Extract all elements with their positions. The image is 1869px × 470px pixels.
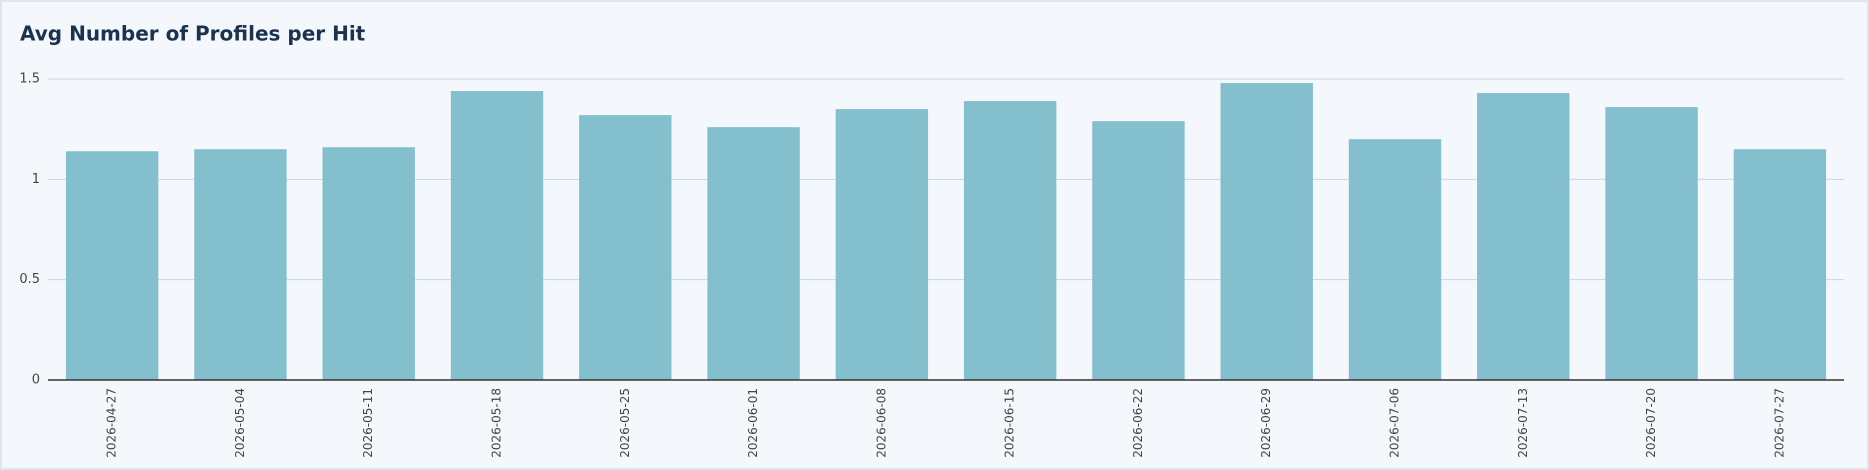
x-tick-label: 2026-07-13: [1516, 388, 1530, 458]
x-tick-label: 2026-06-01: [746, 388, 760, 458]
x-tick-label: 2026-07-06: [1388, 388, 1402, 458]
y-tick-label: 0.5: [19, 272, 40, 287]
x-tick-label: 2026-06-15: [1003, 388, 1017, 458]
x-tick-label: 2026-06-29: [1259, 388, 1273, 458]
x-tick-label: 2026-05-11: [361, 388, 375, 458]
y-tick-label: 1: [32, 172, 40, 187]
bar: [1733, 149, 1827, 380]
bar: [65, 151, 159, 380]
bar: [1348, 139, 1442, 380]
bar: [579, 115, 672, 381]
x-tick-label: 2026-07-27: [1772, 388, 1786, 458]
bar: [322, 147, 415, 380]
bar: [1477, 93, 1570, 381]
x-tick-label: 2026-04-27: [105, 388, 119, 458]
x-tick-label: 2026-06-22: [1131, 388, 1145, 458]
x-tick-label: 2026-06-08: [874, 388, 888, 458]
x-tick-label: 2026-05-18: [490, 388, 504, 458]
bar: [194, 149, 287, 380]
x-tick-label: 2026-05-04: [233, 388, 247, 458]
y-tick-label: 1.5: [19, 72, 40, 87]
bar: [1220, 83, 1313, 380]
bar: [1605, 107, 1698, 381]
bar: [963, 101, 1057, 380]
y-tick-label: 0: [32, 373, 40, 388]
bar: [835, 109, 929, 380]
chart-title: Avg Number of Profiles per Hit: [20, 22, 366, 46]
bar: [450, 91, 544, 380]
bar: [1092, 121, 1185, 380]
x-tick-label: 2026-05-25: [618, 388, 632, 458]
x-tick-label: 2026-07-20: [1644, 388, 1658, 458]
bar: [707, 127, 800, 380]
